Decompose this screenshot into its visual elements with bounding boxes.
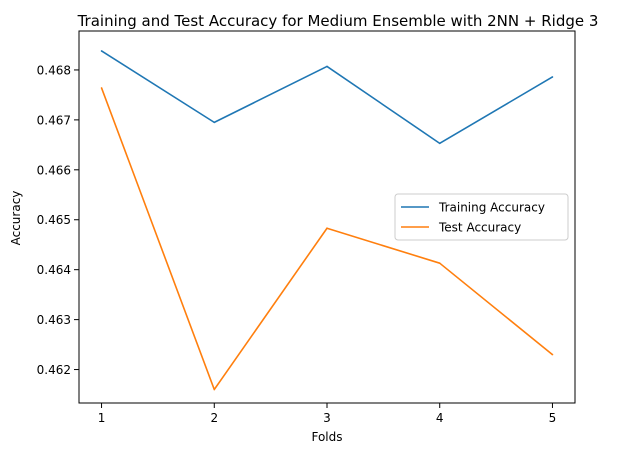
- data-point: [326, 227, 328, 230]
- x-tick-label: 4: [436, 411, 444, 425]
- y-tick-label: 0.466: [37, 163, 71, 177]
- y-tick-label: 0.465: [37, 213, 71, 227]
- x-axis-label: Folds: [311, 430, 342, 444]
- y-tick-label: 0.463: [37, 313, 71, 327]
- legend-box: [394, 193, 569, 241]
- series-1: [100, 87, 554, 391]
- y-tick-label: 0.464: [37, 263, 71, 277]
- data-point: [551, 76, 554, 78]
- legend: Training Accuracy Test Accuracy: [394, 193, 569, 241]
- plot-area-frame: [78, 30, 576, 404]
- legend-label: Training Accuracy: [438, 201, 545, 215]
- data-point: [551, 353, 554, 356]
- y-tick-label: 0.462: [37, 363, 71, 377]
- x-tick-label: 3: [323, 411, 331, 425]
- y-axis-label: Accuracy: [9, 191, 23, 246]
- series-line: [101, 50, 553, 145]
- data-point: [213, 388, 216, 391]
- y-tick-label: 0.467: [37, 113, 71, 127]
- x-tick-label: 2: [210, 411, 218, 425]
- data-point: [438, 142, 441, 145]
- data-point: [438, 262, 441, 264]
- data-point: [326, 65, 328, 68]
- x-tick-label: 5: [549, 411, 557, 425]
- y-tick-label: 0.468: [37, 63, 71, 77]
- axis-ticks: 1 2 3 4 5 0.462 0.463 0.464 0.465 0.466 0.467 0.468: [37, 63, 557, 425]
- legend-label: Test Accuracy: [438, 221, 521, 235]
- series-0: [100, 50, 554, 145]
- data-point: [100, 50, 103, 52]
- chart-title: Training and Test Accuracy for Medium En…: [77, 12, 599, 30]
- data-point: [100, 87, 103, 89]
- x-tick-label: 1: [98, 411, 106, 425]
- series-lines: [100, 50, 554, 391]
- data-point: [213, 121, 216, 124]
